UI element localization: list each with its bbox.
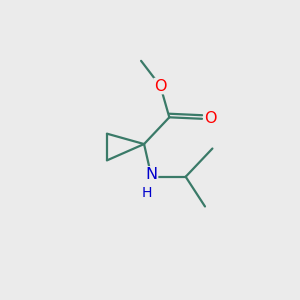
Text: N: N <box>146 167 158 182</box>
Text: H: H <box>142 186 152 200</box>
Text: O: O <box>154 79 167 94</box>
Text: O: O <box>204 111 217 126</box>
